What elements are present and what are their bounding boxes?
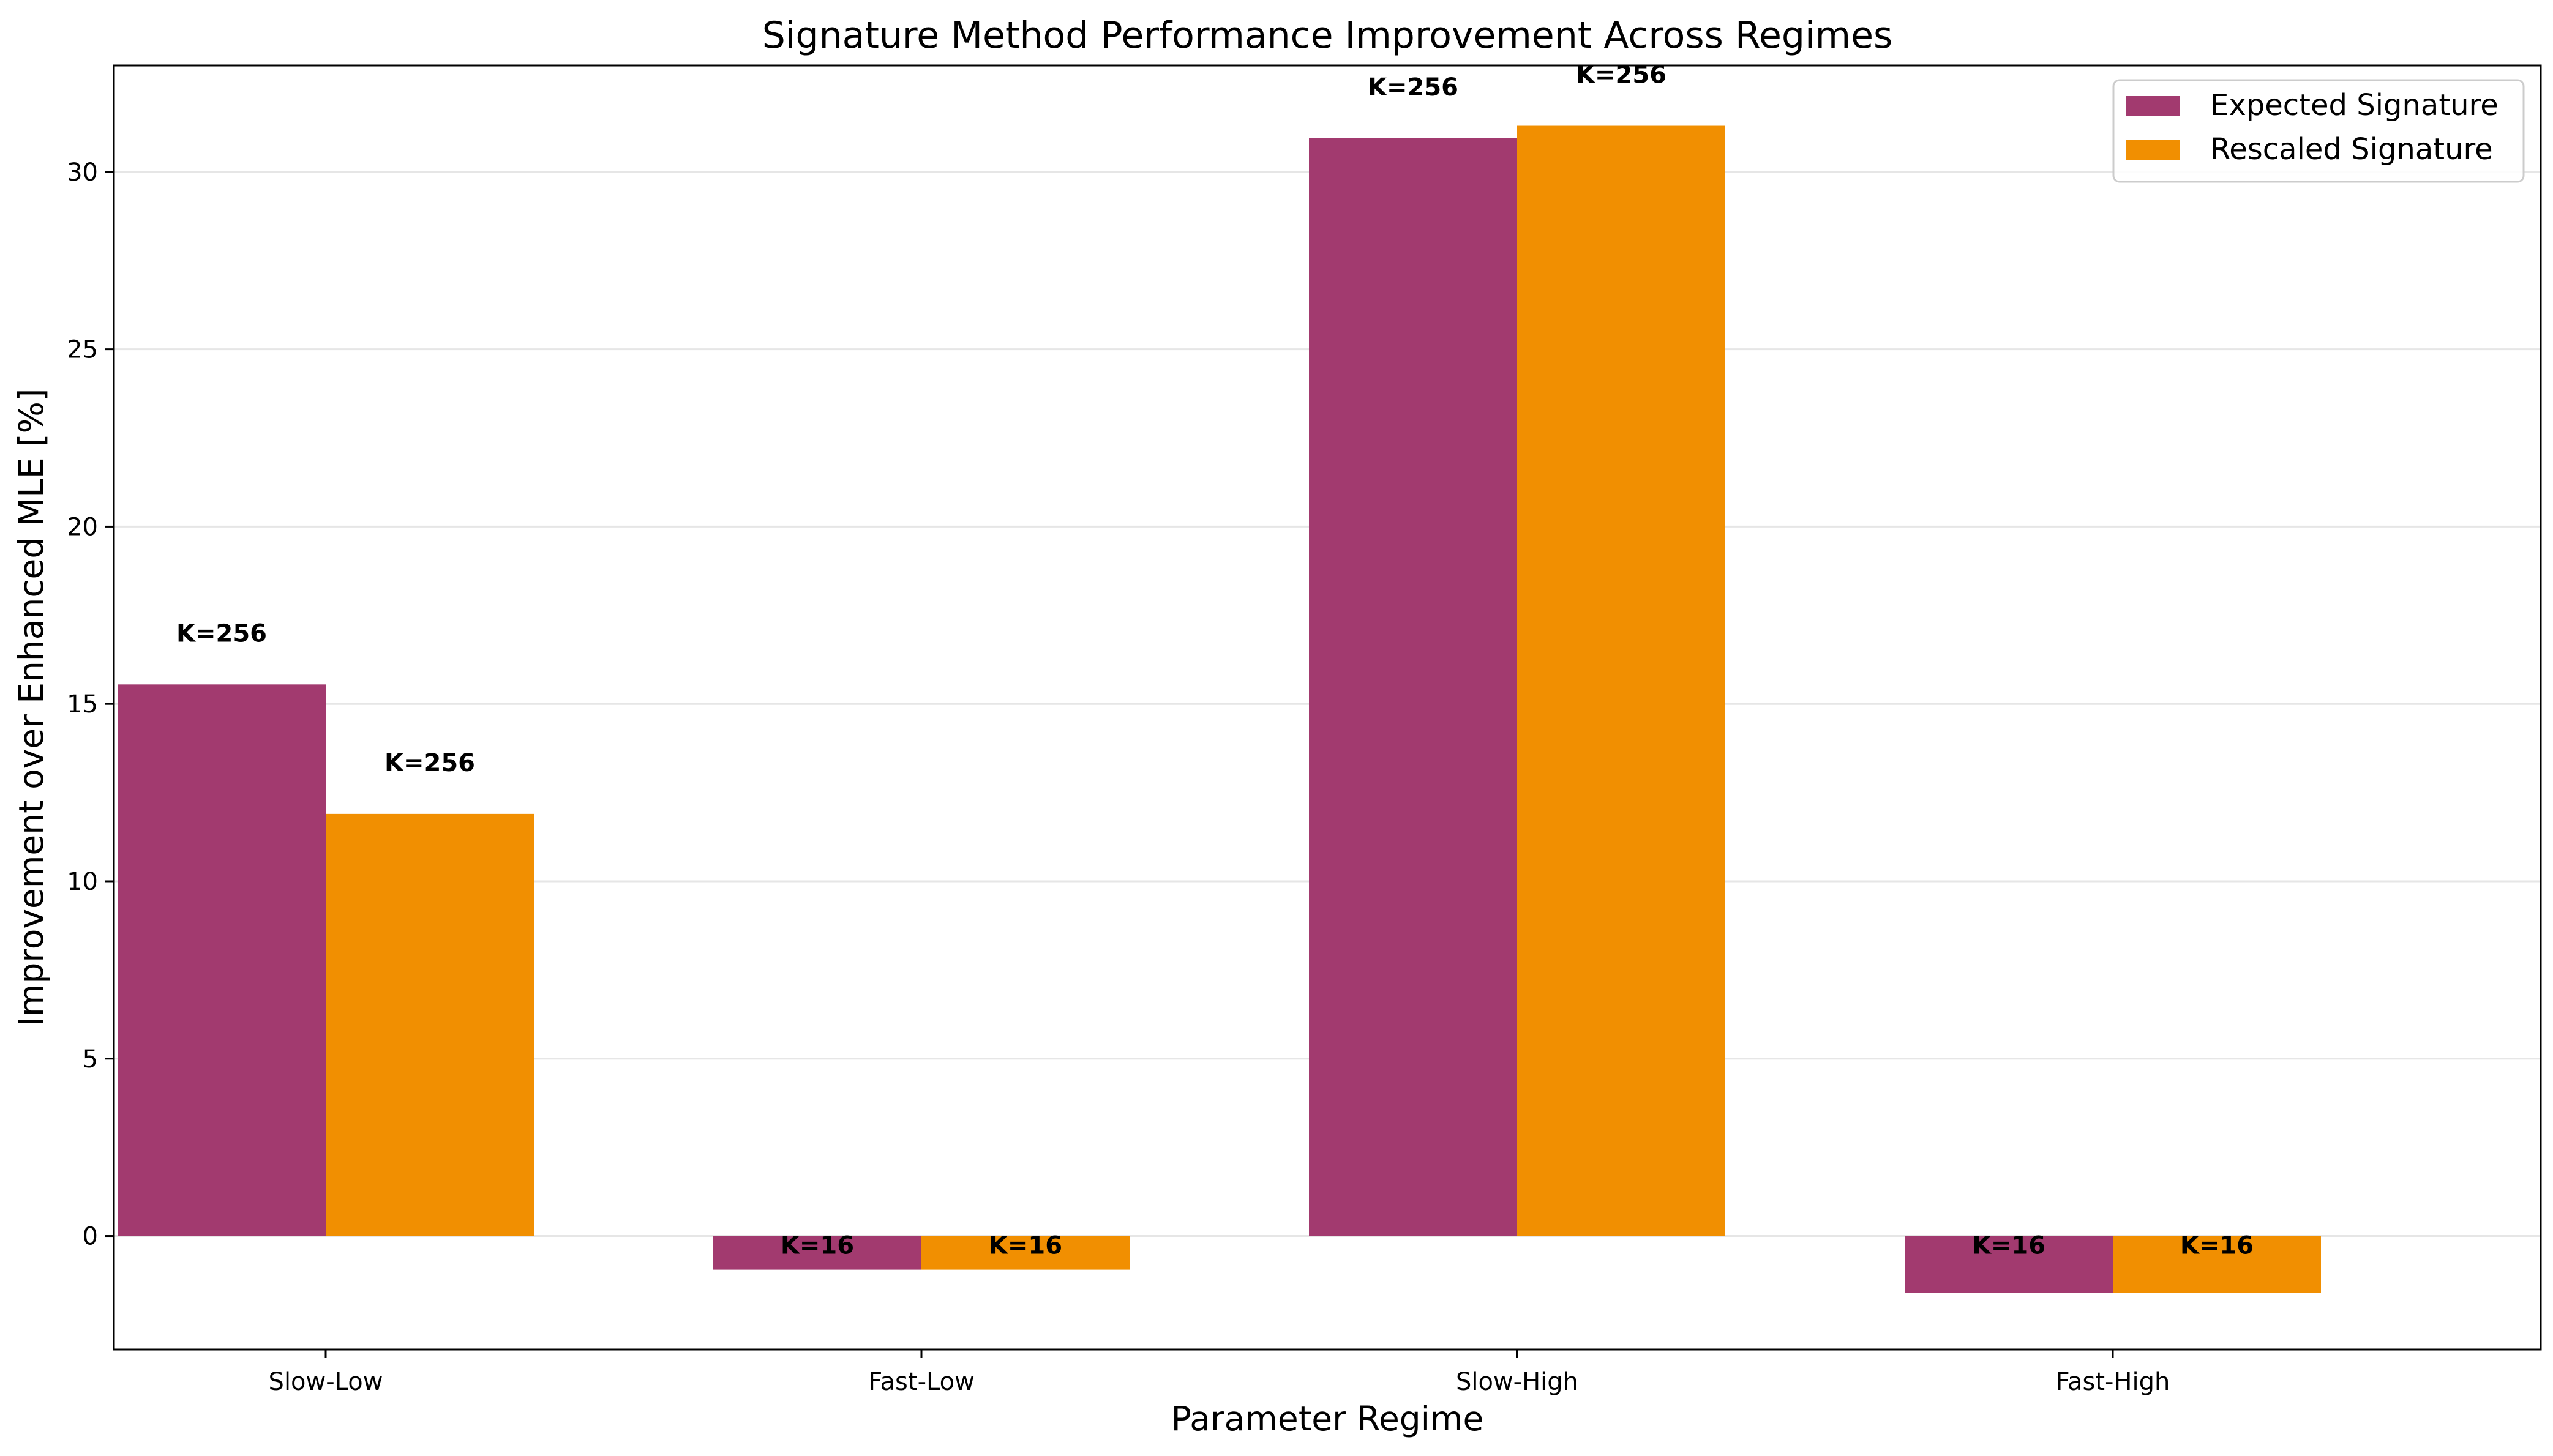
x-tick-label: Slow-Low xyxy=(269,1368,383,1396)
legend: Expected Signature Rescaled Signature xyxy=(2112,79,2525,183)
legend-frame xyxy=(2112,79,2525,183)
x-axis-label: Parameter Regime xyxy=(1171,1399,1484,1438)
bar-expected-fast-low xyxy=(713,1236,921,1270)
bar-rescaled-slow-low xyxy=(326,813,534,1236)
y-tick-label: 10 xyxy=(67,868,98,896)
x-tick-label: Fast-High xyxy=(2056,1368,2170,1396)
bar-expected-slow-low xyxy=(118,684,326,1236)
bar-label-rescaled-fast-low: K=16 xyxy=(989,1232,1062,1260)
bar-label-expected-fast-high: K=16 xyxy=(1972,1232,2045,1260)
bars xyxy=(118,125,2321,1293)
legend-label-expected: Expected Signature xyxy=(2210,88,2499,122)
bar-label-expected-fast-low: K=16 xyxy=(781,1232,854,1260)
plot-frame xyxy=(113,64,2542,1351)
y-tick-label: 20 xyxy=(67,513,98,541)
bar-rescaled-fast-high xyxy=(2113,1236,2321,1293)
y-tick-label: 5 xyxy=(83,1045,98,1073)
y-tick-label: 0 xyxy=(83,1223,98,1251)
bar-rescaled-fast-low xyxy=(921,1236,1130,1270)
chart-title: Signature Method Performance Improvement… xyxy=(762,14,1893,57)
x-axis-ticks: Slow-Low Fast-Low Slow-High Fast-High xyxy=(269,1350,2170,1396)
y-tick-label: 15 xyxy=(67,690,98,719)
bar-rescaled-slow-high xyxy=(1517,125,1725,1236)
bar-label-rescaled-slow-low: K=256 xyxy=(384,749,475,777)
bar-label-expected-slow-low: K=256 xyxy=(176,619,267,648)
bar-label-expected-slow-high: K=256 xyxy=(1368,73,1458,102)
bar-label-rescaled-fast-high: K=16 xyxy=(2180,1232,2254,1260)
y-axis-label: Improvement over Enhanced MLE [%] xyxy=(12,389,51,1027)
bar-expected-slow-high xyxy=(1309,138,1517,1236)
y-tick-label: 25 xyxy=(67,336,98,364)
x-tick-label: Fast-Low xyxy=(868,1368,975,1396)
y-axis-ticks: 0 5 10 15 20 25 30 xyxy=(67,159,114,1251)
x-tick-label: Slow-High xyxy=(1456,1368,1578,1396)
y-tick-label: 30 xyxy=(67,159,98,187)
legend-label-rescaled: Rescaled Signature xyxy=(2210,132,2493,166)
legend-swatch-expected xyxy=(2126,96,2180,116)
legend-swatch-rescaled xyxy=(2126,140,2180,160)
bar-expected-fast-high xyxy=(1905,1236,2113,1293)
